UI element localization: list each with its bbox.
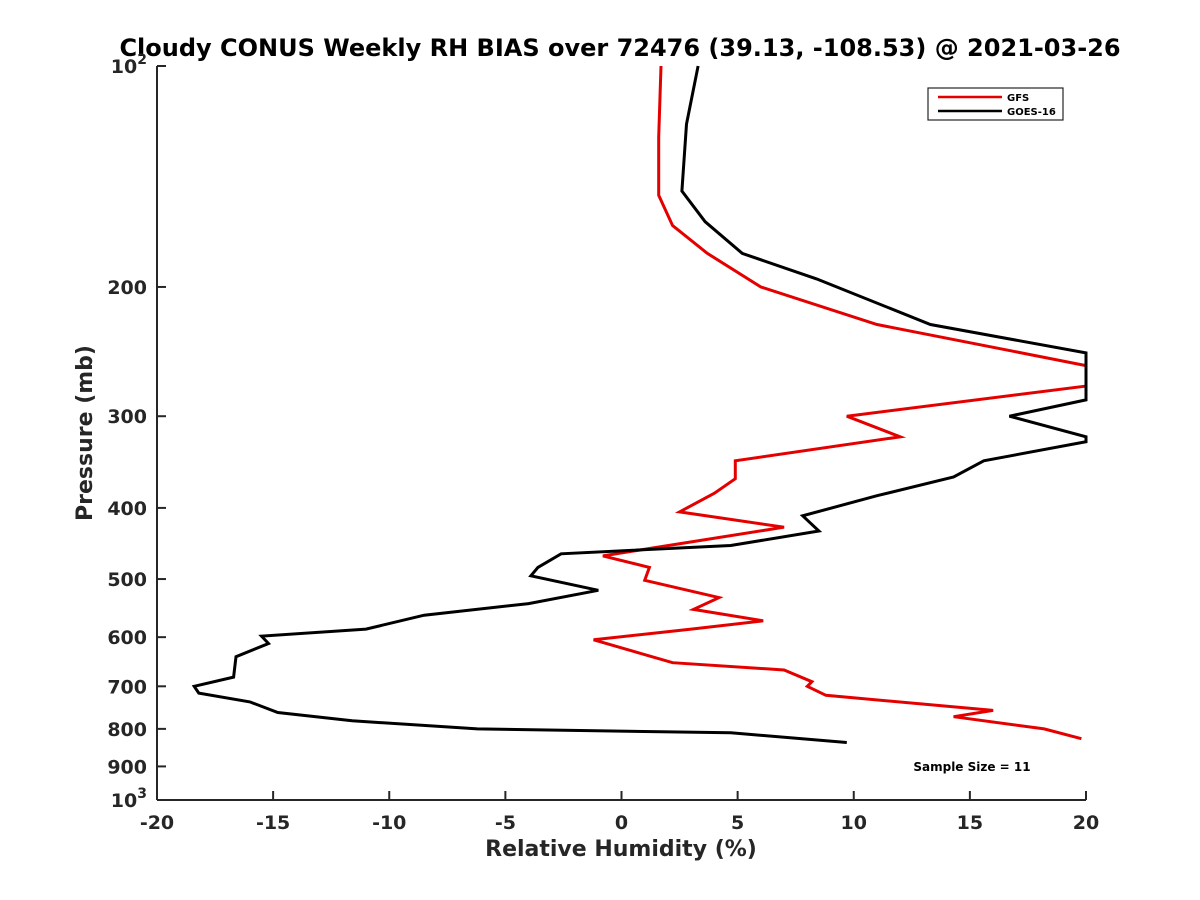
y-tick-label: 900 <box>107 756 147 778</box>
legend-label-goes-16: GOES-16 <box>1007 107 1056 118</box>
series-line-gfs <box>593 65 1088 741</box>
y-tick-label: 200 <box>107 277 147 299</box>
legend-box <box>927 87 1064 121</box>
series-layer <box>191 65 1088 744</box>
sample-size-annotation: Sample Size = 11 <box>913 760 1030 774</box>
y-tick-label: 600 <box>107 627 147 649</box>
x-tick-label: -5 <box>495 812 516 834</box>
x-tick-label: -20 <box>140 812 174 834</box>
x-tick-label: 5 <box>731 812 744 834</box>
y-tick-label: 800 <box>107 719 147 741</box>
x-tick-label: -15 <box>256 812 290 834</box>
legend: GFS GOES-16 <box>927 87 1064 121</box>
series-line-goes-16 <box>191 65 1088 744</box>
x-tick-label: 15 <box>957 812 983 834</box>
y-ticks: 102 200 300 400 500 600 700 800 900 103 <box>107 52 166 812</box>
x-axis-label: Relative Humidity (%) <box>485 837 757 862</box>
chart-title: Cloudy CONUS Weekly RH BIAS over 72476 (… <box>119 34 1120 62</box>
x-tick-label: 10 <box>841 812 867 834</box>
legend-label-gfs: GFS <box>1007 93 1029 104</box>
y-tick-label: 103 <box>111 786 147 812</box>
y-axis-label: Pressure (mb) <box>73 345 98 521</box>
x-tick-label: 20 <box>1073 812 1099 834</box>
y-tick-label: 102 <box>111 52 147 78</box>
y-tick-label: 300 <box>107 406 147 428</box>
x-ticks: -20 -15 -10 -5 0 5 10 15 20 <box>140 791 1099 834</box>
x-tick-label: -10 <box>372 812 406 834</box>
x-tick-label: 0 <box>615 812 628 834</box>
y-tick-label: 500 <box>107 569 147 591</box>
y-tick-label: 400 <box>107 498 147 520</box>
y-tick-label: 700 <box>107 676 147 698</box>
